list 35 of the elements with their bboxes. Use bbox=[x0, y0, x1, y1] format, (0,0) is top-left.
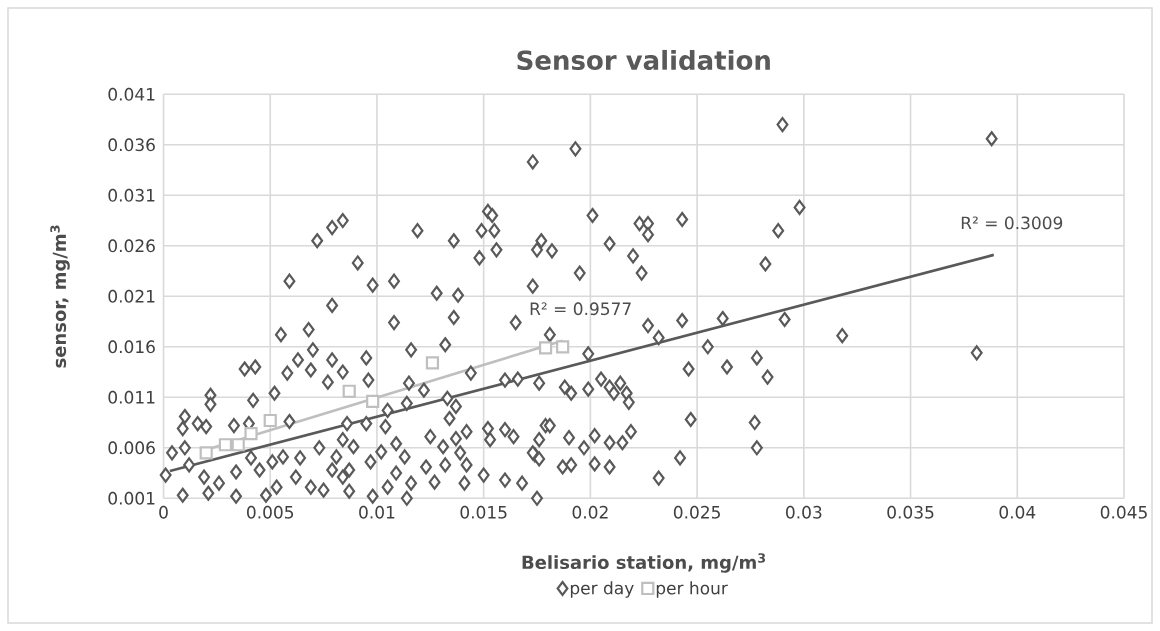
point bbox=[425, 356, 440, 370]
legend-label: per hour bbox=[656, 581, 728, 598]
y-tick-label: 0.031 bbox=[108, 188, 155, 202]
y-axis-title: sensor, mg/m$^{3}$ bbox=[50, 225, 70, 368]
x-tick-label: 0.015 bbox=[460, 505, 507, 519]
x-tick-label: 0.02 bbox=[572, 505, 608, 519]
x-tick-label: 0.03 bbox=[786, 505, 822, 519]
chart-title: Sensor validation bbox=[517, 49, 770, 71]
point bbox=[342, 384, 356, 398]
annotation: R² = 0.9577 bbox=[530, 302, 631, 316]
point bbox=[366, 394, 380, 408]
point bbox=[538, 341, 553, 355]
y-tick-label: 0.036 bbox=[108, 138, 155, 152]
x-tick-label: 0.045 bbox=[1100, 505, 1147, 519]
annotation: R² = 0.3009 bbox=[961, 216, 1063, 230]
y-tick-label: 0.026 bbox=[108, 239, 155, 253]
y-tick-label: 0.021 bbox=[108, 289, 155, 303]
y-tick-label: 0.006 bbox=[108, 441, 155, 455]
x-tick-label: 0.04 bbox=[999, 505, 1036, 519]
point bbox=[218, 438, 233, 452]
y-tick-label: 0.041 bbox=[108, 87, 155, 101]
x-tick-label: 0 bbox=[159, 505, 168, 519]
y-tick-label: 0.011 bbox=[108, 390, 155, 404]
x-tick-label: 0.025 bbox=[673, 505, 720, 519]
point bbox=[263, 413, 277, 428]
point bbox=[231, 438, 245, 452]
point bbox=[556, 340, 570, 354]
x-axis-title: Belisario station, mg/m$^{3}$ bbox=[522, 553, 766, 573]
x-tick-label: 0.035 bbox=[887, 505, 934, 519]
y-tick-label: 0.016 bbox=[108, 340, 155, 354]
y-tick-label: 0.001 bbox=[108, 491, 155, 505]
legend-label: per day bbox=[570, 581, 634, 598]
x-tick-label: 0.01 bbox=[359, 505, 395, 519]
point bbox=[199, 446, 213, 460]
x-tick-label: 0.005 bbox=[247, 505, 294, 519]
